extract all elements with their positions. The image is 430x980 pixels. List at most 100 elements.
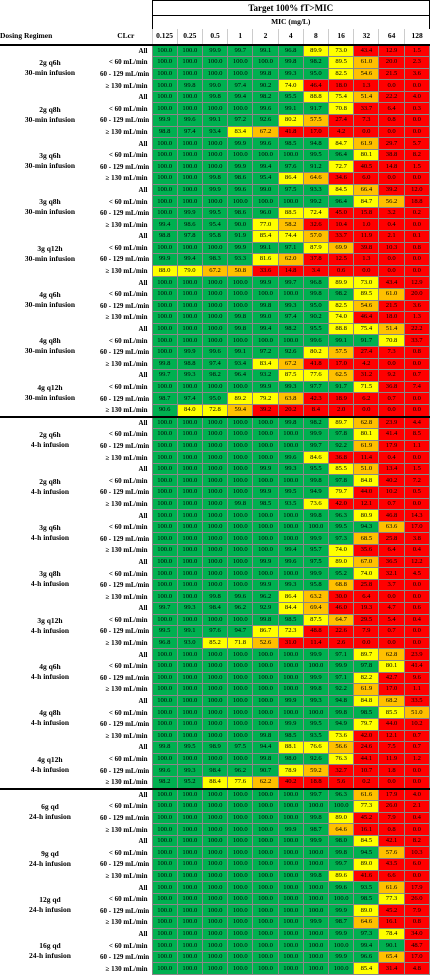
regimen: 6g qd	[41, 802, 59, 812]
table-row: 60 - 129 mL/min 100.0 100.0 100.0 100.0 99.8 9…	[0, 67, 430, 81]
regimen-cell: 3g q8h 4-h infusion	[0, 556, 100, 602]
value-cell: 51.4	[353, 90, 380, 104]
value-cell: 2.6	[328, 636, 355, 650]
value-cell: 100.0	[227, 881, 254, 894]
mic-value: 16	[328, 28, 354, 45]
clcr: ≥ 130 mL/min	[105, 405, 148, 414]
value-cell: 9.6	[403, 671, 430, 685]
value-cell: 2.1	[403, 800, 430, 813]
value-cell: 0.0	[403, 403, 430, 418]
value-cell: 79.0	[176, 264, 203, 278]
value-cell: 12.9	[378, 43, 405, 58]
value-cell: 100.0	[227, 67, 254, 81]
regimen-cell: 9g qd 24-h infusion	[0, 835, 100, 881]
value-cell: 98.4	[201, 764, 229, 777]
table-row: 60 - 129 mL/min 99.6 99.3 98.4 96.2 90.7 78.9 5…	[0, 764, 430, 777]
value-cell: 99.3	[277, 299, 304, 313]
infusion: 30-min infusion	[24, 300, 76, 310]
value-cell: 4.2	[328, 125, 355, 139]
clcr: ≥ 130 mL/min	[105, 918, 148, 927]
value-cell: 67.2	[252, 125, 279, 139]
value-cell: 100.0	[151, 858, 178, 871]
value-cell: 100.0	[227, 462, 254, 476]
value-cell: 98.8	[151, 125, 178, 139]
value-cell: 100.0	[176, 451, 203, 464]
value-cell: 100.0	[277, 287, 304, 301]
value-cell: 95.8	[201, 230, 229, 243]
value-cell: 64.7	[328, 613, 355, 627]
value-cell: 96.8	[277, 43, 304, 58]
table-row: 60 - 129 mL/min 100.0 100.0 100.0 100.0 100.0…	[0, 439, 430, 453]
value-cell: 79.7	[353, 717, 380, 731]
value-cell: 100.0	[151, 869, 178, 883]
table-row: ≥ 130 mL/min 100.0 100.0 100.0 100.0 100.0 100…	[0, 869, 430, 883]
table-row: 3g q12h 4-h infusion All 99.7 99.3 98.4 96.2 92…	[0, 602, 430, 635]
value-cell: 89.2	[227, 392, 254, 405]
value-cell: 94.3	[353, 520, 380, 534]
regimen-cell: 3g q12h 30-min infusion	[0, 231, 100, 277]
value-cell: 23.9	[403, 648, 430, 661]
value-cell: 62.2	[252, 775, 279, 790]
table-row: 16g qd 24-h infusion All 100.0 100.0 100.0 100…	[0, 927, 430, 960]
clcr: 60 - 129 mL/min	[100, 953, 150, 962]
value-cell: 74.0	[328, 544, 355, 557]
regimen-cell: 12g qd 24-h infusion	[0, 882, 100, 928]
value-cell: 59.4	[227, 403, 254, 418]
value-cell: 0.0	[403, 578, 430, 592]
table-row: 4g q6h 30-min infusion All 100.0 100.0 100.0 1…	[0, 276, 430, 309]
value-cell: 99.3	[277, 578, 304, 592]
infusion: 4-h infusion	[30, 486, 70, 496]
value-cell: 93.5	[353, 881, 380, 894]
value-cell: 100.0	[201, 439, 229, 453]
value-cell: 99.9	[252, 555, 279, 569]
value-cell: 100.0	[176, 520, 203, 534]
value-cell: 100.0	[201, 322, 229, 336]
value-cell: 99.4	[252, 160, 279, 174]
value-cell: 100.0	[151, 648, 178, 661]
value-cell: 0.0	[353, 403, 380, 418]
value-cell: 57.5	[302, 114, 330, 127]
clcr: ≥ 130 mL/min	[105, 825, 148, 834]
value-cell: 18.0	[378, 311, 405, 324]
value-cell: 100.0	[201, 67, 229, 81]
value-cell: 0.0	[403, 114, 430, 127]
clcr: 60 - 129 mL/min	[100, 394, 150, 403]
value-cell: 89.0	[353, 858, 380, 871]
value-cell: 99.9	[201, 43, 229, 58]
value-cell: 100.0	[302, 962, 330, 975]
value-cell: 99.9	[252, 276, 279, 289]
value-cell: 67.2	[277, 357, 304, 371]
value-cell: 100.0	[227, 869, 254, 883]
value-cell: 18.8	[302, 775, 330, 790]
value-cell: 82.5	[328, 299, 355, 313]
value-cell: 100.0	[201, 717, 229, 731]
value-cell: 100.0	[201, 811, 229, 825]
value-cell: 100.0	[151, 276, 178, 289]
value-cell: 1.3	[353, 253, 380, 266]
value-cell: 63.8	[277, 392, 304, 405]
value-cell: 0.0	[403, 823, 430, 836]
value-cell: 12.5	[328, 253, 355, 266]
value-cell: 32.7	[328, 764, 355, 777]
value-cell: 100.0	[252, 509, 279, 522]
value-cell: 10.4	[328, 218, 355, 231]
value-cell: 99.6	[252, 102, 279, 116]
table-row: ≥ 130 mL/min 90.6 84.0 72.8 59.4 39.2 20.2 8.4 2…	[0, 403, 430, 418]
value-cell: 100.0	[151, 787, 178, 802]
value-cell: 0.0	[403, 590, 430, 603]
value-cell: 86.4	[277, 172, 304, 185]
value-cell: 95.5	[277, 90, 304, 104]
value-cell: 94.8	[328, 694, 355, 708]
clcr: < 60 mL/min	[108, 895, 148, 904]
value-cell: 0.7	[403, 369, 430, 382]
value-cell: 100.0	[277, 334, 304, 347]
value-cell: 99.6	[252, 137, 279, 150]
infusion: 24-h infusion	[29, 858, 71, 868]
value-cell: 100.0	[302, 520, 330, 534]
infusion: 30-min infusion	[24, 68, 76, 78]
value-cell: 70.8	[378, 334, 405, 347]
value-cell: 97.3	[353, 927, 380, 941]
table-row: < 60 mL/min 100.0 100.0 100.0 100.0 100.0 100.…	[0, 195, 430, 208]
value-cell: 100.0	[252, 439, 279, 453]
value-cell: 100.0	[227, 683, 254, 696]
